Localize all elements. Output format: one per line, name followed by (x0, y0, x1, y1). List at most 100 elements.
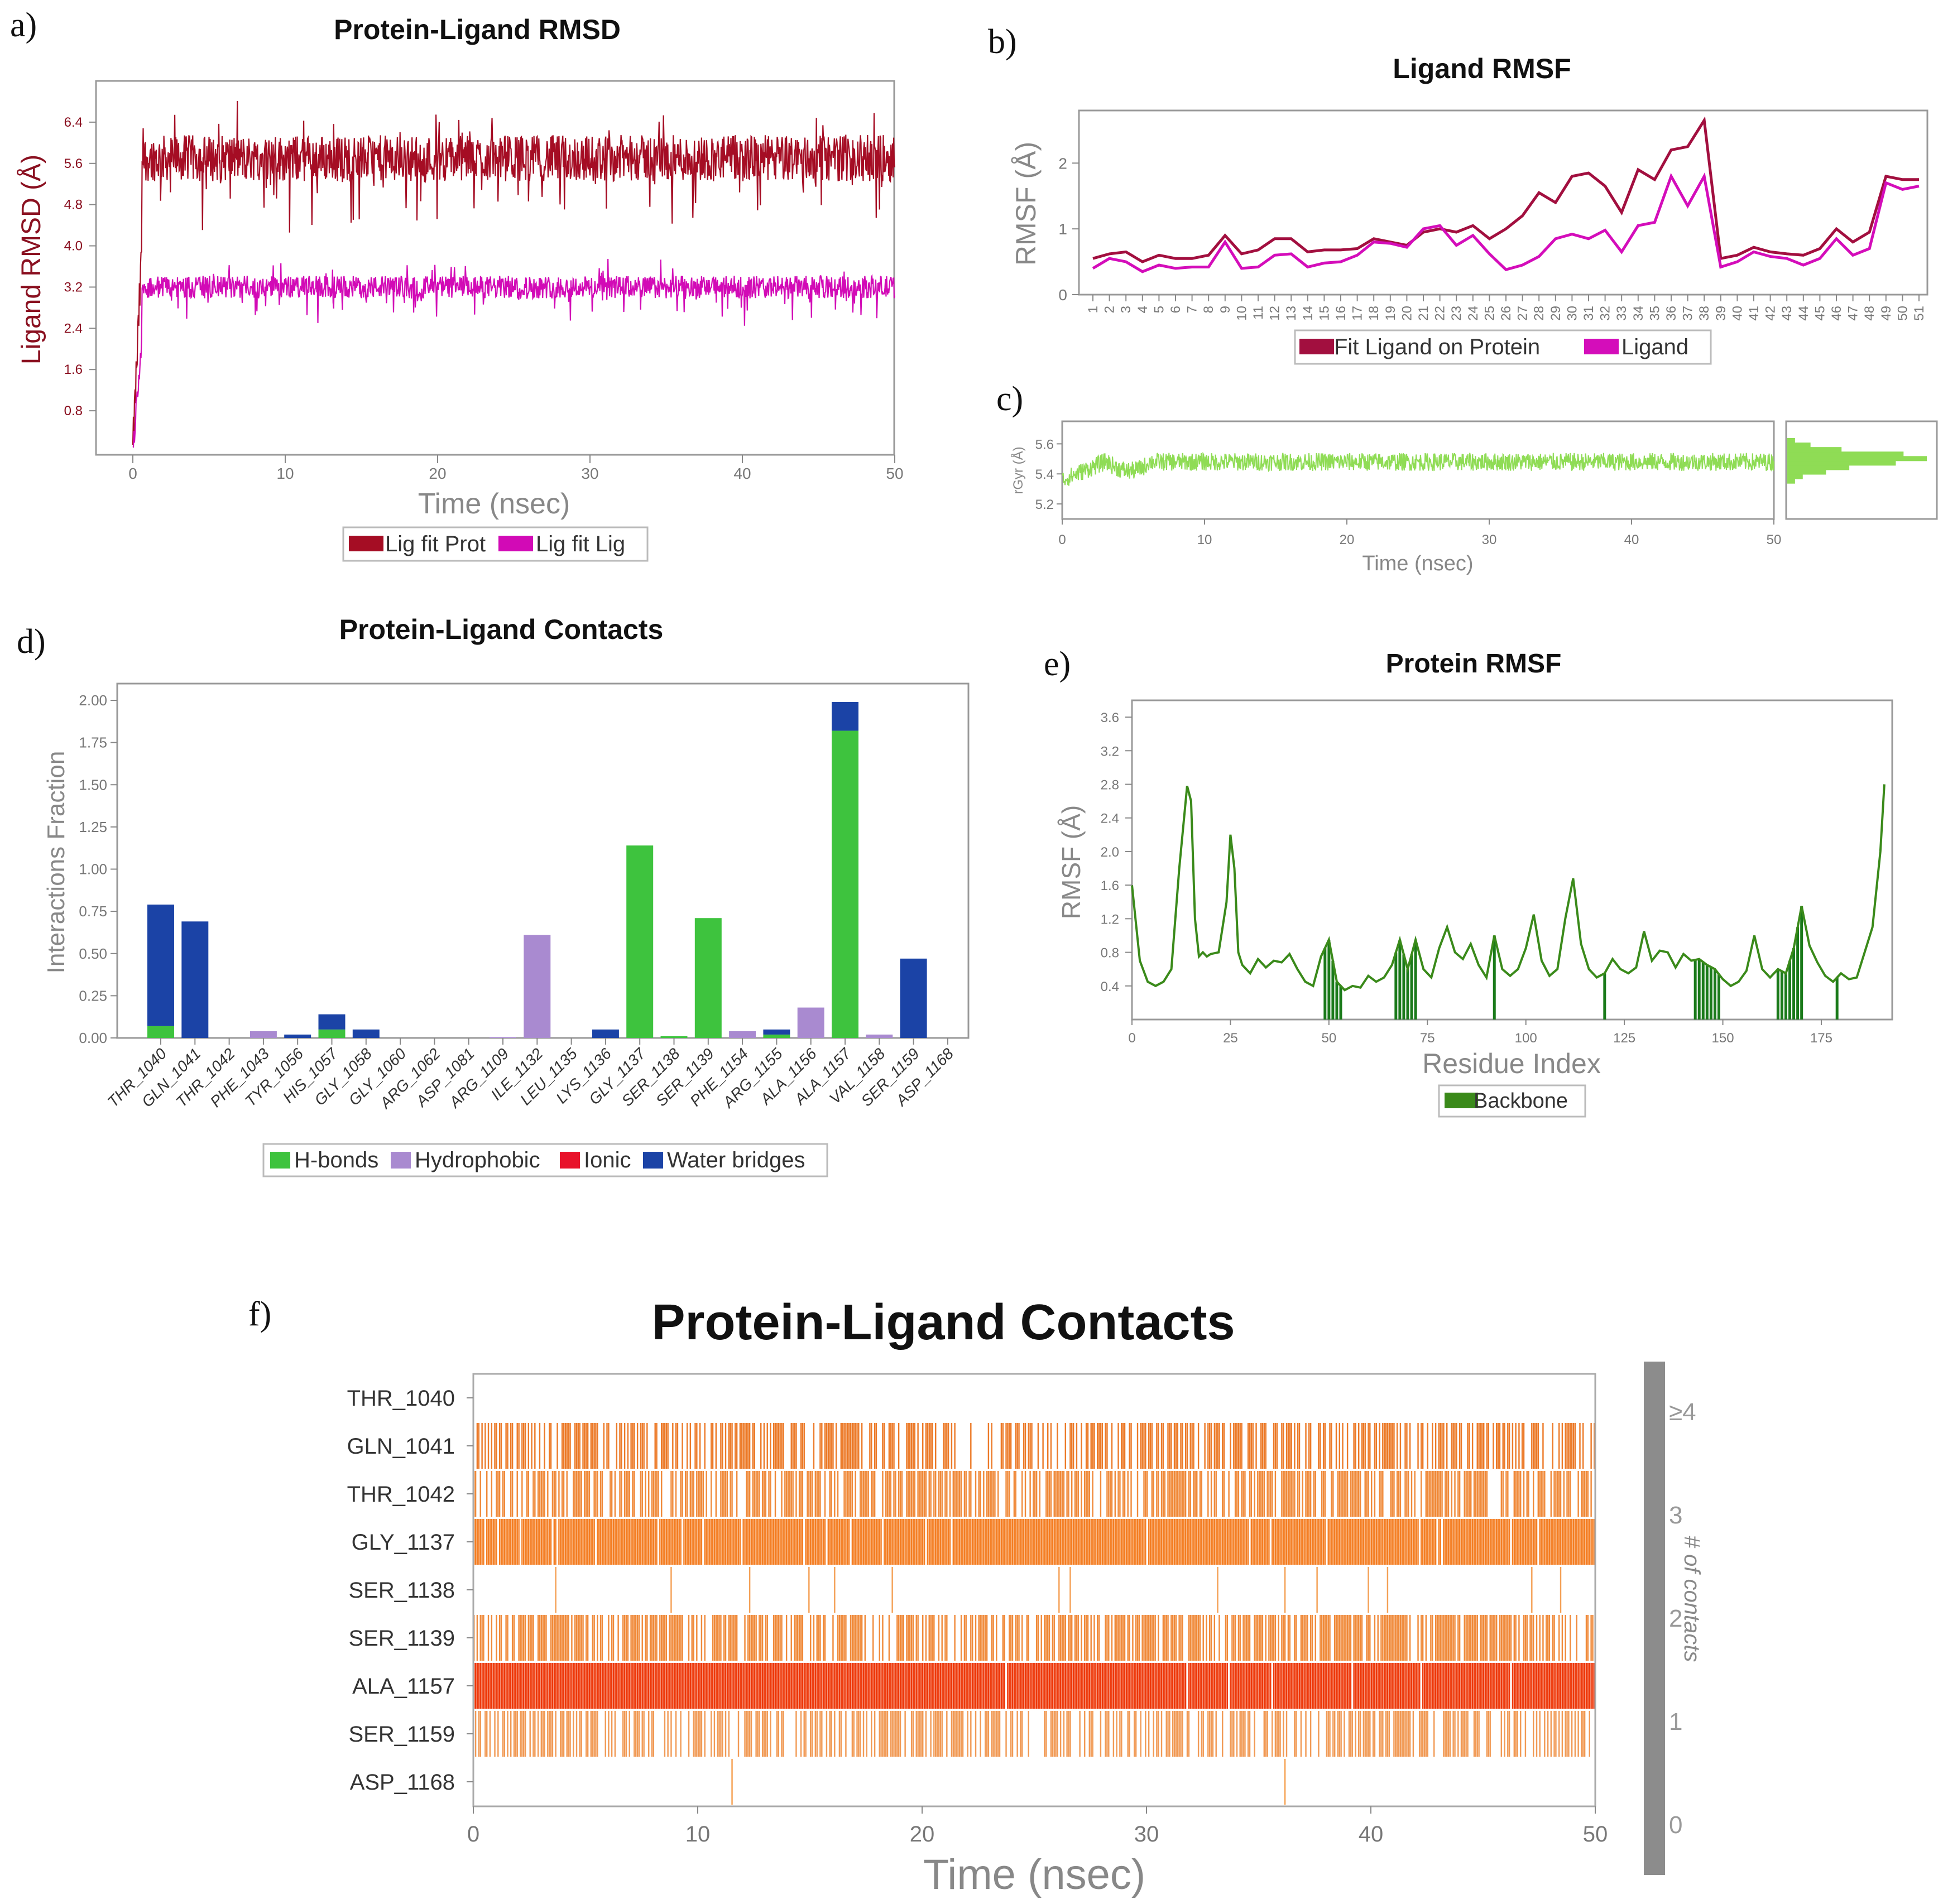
chart-b-ytick-label-2: 2 (1058, 155, 1067, 172)
chart-a-xtick-label-0: 0 (128, 465, 137, 482)
chart-b-xtick-label-41: 42 (1763, 306, 1778, 321)
chart-d-bar-GLY_1137-0 (626, 845, 654, 1038)
chart-d-bar-TYR_1056-3 (284, 1034, 311, 1038)
chart-b-legend-label-1: Ligand (1621, 335, 1688, 359)
chart-e-axes: 0 25 50 75 100 125 150 175 0.4 0.8 1.2 1.6 2.0 2.4 2.8… (1101, 710, 1832, 1046)
chart-a-frame (95, 80, 895, 456)
chart-a-legend-swatch-0 (349, 536, 383, 551)
chart-b-xtick-label-15: 16 (1333, 306, 1349, 321)
chart-d-ytick-label-6: 1.50 (79, 776, 107, 793)
chart-f-xtick-label-0: 0 (467, 1822, 479, 1847)
chart-a-xtick-label-2: 20 (429, 465, 446, 482)
chart-b-xtick-label-22: 23 (1449, 306, 1464, 321)
chart-d-bar-HIS_1057-3 (318, 1014, 346, 1030)
chart-b-title: Ligand RMSF (1393, 53, 1571, 84)
chart-b-xtick-label-6: 7 (1185, 306, 1200, 313)
chart-c-hist-bar-5 (1787, 456, 1927, 461)
chart-d-bar-HIS_1057-0 (318, 1029, 346, 1038)
chart-f-ytick-label-8: ASP_1168 (350, 1770, 455, 1795)
chart-c-hist-bar-2 (1787, 469, 1826, 475)
chart-c-hist-bar-9 (1787, 438, 1795, 443)
chart-a-ytick-label-0: 0.8 (64, 403, 83, 419)
panel-label-f: f) (248, 1295, 272, 1333)
chart-d-ytick-label-1: 0.25 (79, 987, 107, 1004)
chart-a-ylabel: Ligand RMSD (Å) (17, 155, 46, 364)
chart-d-bar-LYS_1136-3 (592, 1029, 619, 1038)
chart-a-legend-box (342, 526, 649, 562)
chart-a-ytick-label-2: 2.4 (64, 321, 83, 336)
chart-e-xtick-label-0: 0 (1128, 1031, 1135, 1046)
chart-d-bar-SER_1159-3 (900, 958, 927, 1038)
chart-c-xtick-label-0: 0 (1058, 532, 1066, 547)
chart-d-bar-ARG_1109-1 (490, 1037, 516, 1038)
chart-d-legend-swatch-0 (270, 1152, 290, 1169)
chart-d-title: Protein-Ligand Contacts (339, 614, 664, 645)
chart-d-ytick-label-0: 0.00 (79, 1030, 107, 1046)
chart-c-ytick-label-1: 5.4 (1035, 467, 1054, 482)
chart-c-xtick-label-1: 10 (1197, 532, 1212, 547)
chart-d-bar-THR_1040-3 (147, 905, 174, 1026)
chart-b-xtick-label-23: 24 (1466, 306, 1481, 321)
chart-a-legend-swatch-1 (498, 536, 533, 551)
chart-e-xtick-label-6: 150 (1712, 1031, 1734, 1046)
chart-c-hist-bar-4 (1787, 460, 1896, 466)
chart-f-title: Protein-Ligand Contacts (651, 1295, 1235, 1350)
chart-e-frame (1131, 699, 1893, 1021)
chart-a-xtick-label-3: 30 (581, 465, 598, 482)
chart-d-ytick-label-8: 2.00 (79, 692, 107, 709)
chart-b-xtick-label-34: 35 (1647, 306, 1662, 321)
chart-c-hist-bar-7 (1787, 447, 1842, 453)
chart-e-ytick-label-5: 2.4 (1101, 811, 1119, 826)
chart-f-xtick-label-3: 30 (1134, 1822, 1159, 1847)
chart-d-legend: H-bonds Hydrophobic Ionic Water bridges (262, 1143, 828, 1177)
chart-b-series (1092, 116, 1920, 273)
chart-e-series (1131, 784, 1886, 1020)
chart-d-bar-ILE_1132-1 (524, 935, 551, 1038)
chart-f-ytick-label-5: SER_1139 (348, 1626, 455, 1651)
chart-f-ytick-label-0: THR_1040 (347, 1386, 455, 1411)
chart-b-ylabel: RMSF (Å) (1010, 142, 1042, 266)
chart-b-ytick-label-0: 0 (1058, 286, 1067, 304)
chart-e-xtick-label-7: 175 (1810, 1031, 1832, 1046)
chart-c-xtick-label-5: 50 (1767, 532, 1782, 547)
chart-a-xtick-label-5: 50 (886, 465, 903, 482)
chart-f-row-GLY_1137 (473, 1519, 1595, 1565)
chart-b-xtick-label-26: 27 (1515, 306, 1531, 321)
chart-b-xtick-label-5: 6 (1168, 306, 1183, 313)
chart-e: Protein RMSF 0 25 50 75 100 125 150 175 0.4 0.8 1.… (1057, 649, 1893, 1118)
chart-d-axes: THR_1040GLN_1041THR_1042PHE_1043TYR_1056… (79, 692, 957, 1113)
chart-b-xtick-label-31: 32 (1598, 306, 1613, 321)
chart-d-ylabel: Interactions Fraction (42, 751, 70, 974)
chart-f-ytick-label-4: SER_1138 (348, 1578, 455, 1603)
chart-d-bar-PHE_1043-1 (250, 1031, 277, 1038)
chart-c-xtick-label-2: 20 (1340, 532, 1355, 547)
chart-f-colorbar-tick-4: 0 (1669, 1811, 1682, 1839)
chart-b-xtick-label-39: 40 (1730, 306, 1745, 321)
chart-d-bar-ARG_1155-0 (763, 1034, 790, 1038)
chart-b-xtick-label-18: 19 (1383, 306, 1398, 321)
chart-e-xtick-label-2: 50 (1321, 1031, 1336, 1046)
chart-d-ytick-label-7: 1.75 (79, 734, 107, 751)
chart-b-xtick-label-27: 28 (1532, 306, 1547, 321)
chart-f-row-ASP_1168 (731, 1759, 1286, 1805)
chart-b-series-1 (1092, 172, 1920, 273)
chart-b-xtick-label-45: 46 (1829, 306, 1844, 321)
chart-b-xtick-label-25: 26 (1499, 306, 1514, 321)
chart-e-title: Protein RMSF (1386, 649, 1562, 679)
chart-f: Protein-Ligand Contacts THR_1040 GLN_1041… (347, 1295, 1704, 1898)
chart-c-ylabel: rGyr (Å) (1010, 446, 1026, 494)
chart-e-legend-swatch-0 (1445, 1093, 1478, 1108)
chart-b-xtick-label-47: 48 (1862, 306, 1877, 321)
chart-c-histogram (1787, 438, 1927, 484)
chart-f-ytick-label-6: ALA_1157 (352, 1674, 455, 1699)
chart-b-axes: 1 2 3 4 5 6 7 8 9 10 11 12 13 14 15 16 17 18 19 20 21 22 23 24 2… (1058, 155, 1927, 320)
chart-a-xlabel: Time (nsec) (418, 488, 570, 520)
chart-a: Protein-Ligand RMSD 0 10 20 30 40 50 0.8 1.6 2.4… (17, 14, 904, 562)
chart-b-xtick-label-9: 10 (1234, 306, 1249, 321)
chart-f-ytick-label-1: GLN_1041 (347, 1434, 455, 1459)
chart-c-hist-bar-0 (1787, 478, 1795, 484)
chart-c-xlabel: Time (nsec) (1362, 552, 1473, 575)
chart-f-colorbar-tick-3: 1 (1669, 1708, 1682, 1735)
chart-d-bar-ALA_1156-1 (797, 1007, 824, 1038)
chart-a-axes: 0 10 20 30 40 50 0.8 1.6 2.4 3.2 4.0 4.8 5.6 6.4 (64, 115, 904, 482)
